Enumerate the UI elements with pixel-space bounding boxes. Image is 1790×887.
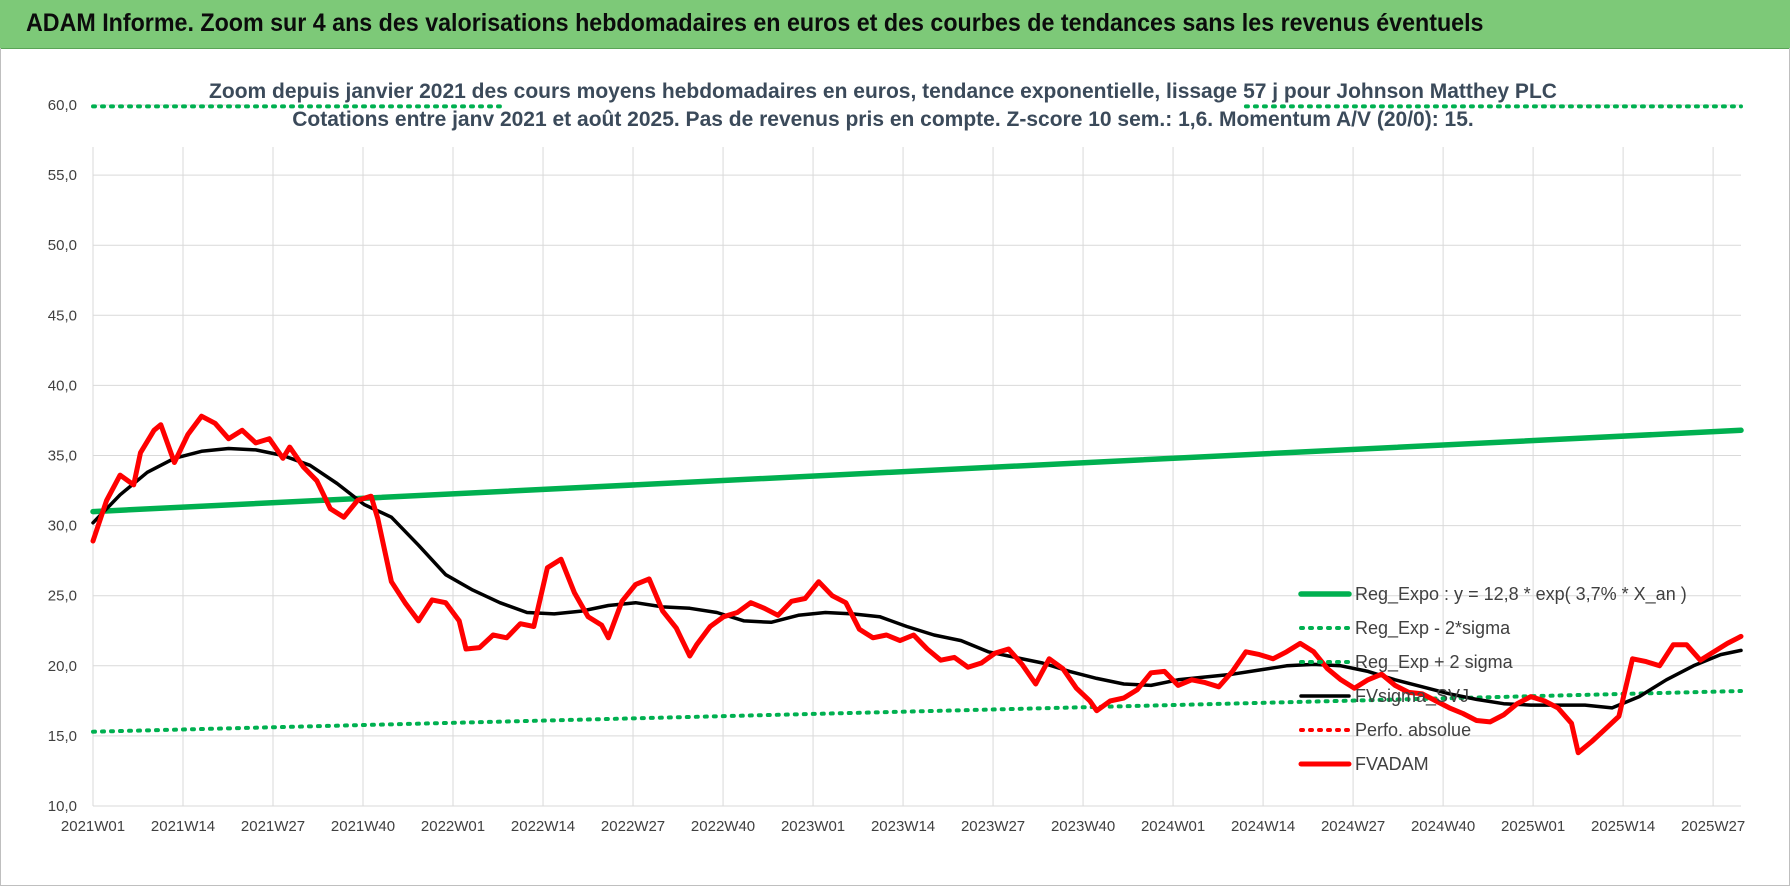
x-tick-label: 2025W01 [1501,818,1565,835]
y-tick-label: 35,0 [48,448,77,465]
x-tick-label: 2021W01 [61,818,125,835]
chart-subtitle: Cotations entre janv 2021 et août 2025. … [292,108,1473,131]
x-tick-label: 2023W14 [871,818,935,835]
y-tick-label: 25,0 [48,588,77,605]
chart-title: Zoom depuis janvier 2021 des cours moyen… [209,80,1557,103]
y-tick-label: 60,0 [48,97,77,114]
x-tick-label: 2024W01 [1141,818,1205,835]
y-axis-ticks: 10,0 15,0 20,0 25,0 30,0 35,0 40,0 45,0 50,0 55,0… [48,97,77,815]
chart-frame: 10,0 15,0 20,0 25,0 30,0 35,0 40,0 45,0 50,0 55,0… [0,48,1790,886]
x-tick-label: 2021W14 [151,818,215,835]
series-layer [90,104,1744,756]
x-axis-ticks: 2021W01 2021W14 2021W27 2021W40 2022W01 2022W… [61,818,1745,835]
y-tick-label: 20,0 [48,658,77,675]
x-tick-label: 2025W27 [1681,818,1745,835]
legend-label: Perfo. absolue [1355,720,1471,740]
x-tick-label: 2021W27 [241,818,305,835]
legend-label: FVADAM [1355,754,1429,774]
x-tick-label: 2022W27 [601,818,665,835]
legend-label: Reg_Expo : y = 12,8 * exp( 3,7% * X_an ) [1355,584,1687,605]
legend-label: Reg_Exp + 2 sigma [1355,652,1514,673]
series-line-fvadam [90,413,1744,756]
legend-label: FVsigma_SVJ [1355,686,1469,707]
x-tick-label: 2021W40 [331,818,395,835]
y-tick-label: 15,0 [48,728,77,745]
header-banner: ADAM Informe. Zoom sur 4 ans des valoris… [0,0,1790,49]
y-tick-label: 10,0 [48,798,77,815]
x-tick-label: 2024W27 [1321,818,1385,835]
banner-title: ADAM Informe. Zoom sur 4 ans des valoris… [26,9,1484,37]
x-tick-label: 2025W14 [1591,818,1655,835]
series-line-fvsigma-svj [91,446,1743,710]
legend-label: Reg_Exp - 2*sigma [1355,618,1511,639]
y-tick-label: 30,0 [48,518,77,535]
y-tick-label: 45,0 [48,307,77,324]
series-line-reg-expo-y-12-8-exp-3-7-x-an [90,427,1744,515]
series-line-reg-exp-2-sigma [91,689,1743,734]
title-backdrop [247,70,1537,136]
x-tick-label: 2022W01 [421,818,485,835]
x-tick-label: 2024W14 [1231,818,1295,835]
legend: Reg_Expo : y = 12,8 * exp( 3,7% * X_an )… [1298,584,1687,774]
y-tick-label: 40,0 [48,377,77,394]
x-tick-label: 2023W40 [1051,818,1115,835]
x-tick-label: 2023W27 [961,818,1025,835]
x-tick-label: 2024W40 [1411,818,1475,835]
y-tick-label: 55,0 [48,167,77,184]
x-tick-label: 2022W14 [511,818,575,835]
x-tick-label: 2022W40 [691,818,755,835]
chart-svg: 10,0 15,0 20,0 25,0 30,0 35,0 40,0 45,0 50,0 55,0… [48,70,1745,835]
x-tick-label: 2023W01 [781,818,845,835]
y-tick-label: 50,0 [48,237,77,254]
